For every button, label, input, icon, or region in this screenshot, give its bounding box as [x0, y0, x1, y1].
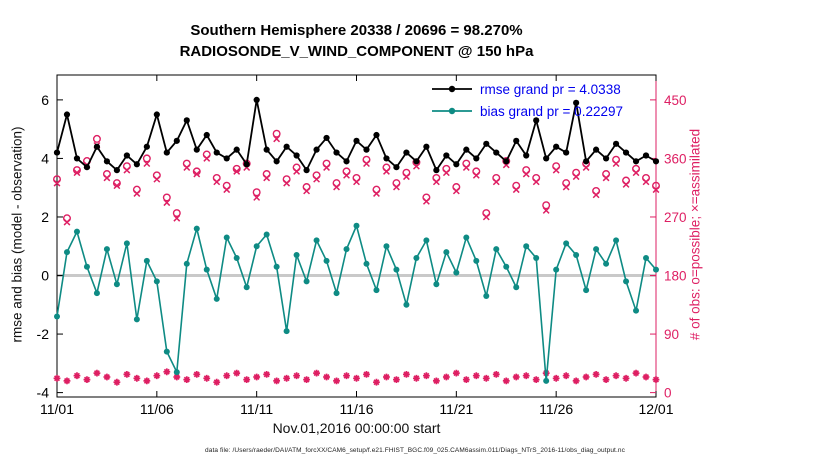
left-tick-labels: -4 -2 0 2 4 6 [37, 92, 63, 401]
chart-title-line1: Southern Hemisphere 20338 / 20696 = 98.2… [190, 22, 523, 39]
svg-text:11/21: 11/21 [439, 401, 473, 417]
bottom-count-markers [53, 368, 660, 386]
svg-text:360: 360 [664, 151, 687, 166]
svg-text:-2: -2 [37, 326, 50, 342]
data-file-path: data file: /Users/raeder/DAI/ATM_forcXX/… [205, 447, 625, 454]
svg-text:11/26: 11/26 [539, 401, 573, 417]
legend-label-bias: bias grand pr = 0.22297 [480, 103, 623, 119]
right-tick-labels: 0 90 180 270 360 450 [650, 93, 687, 401]
svg-text:-4: -4 [37, 385, 50, 401]
svg-text:2: 2 [41, 209, 49, 225]
svg-text:6: 6 [41, 92, 49, 108]
svg-text:90: 90 [664, 327, 679, 342]
chart-title-line2: RADIOSONDE_V_WIND_COMPONENT @ 150 hPa [179, 43, 534, 60]
x-tick-labels: 11/01 11/06 11/11 11/16 11/21 11/26 12/01 [40, 75, 674, 417]
svg-text:0: 0 [41, 268, 49, 284]
legend-item-bias: bias grand pr = 0.22297 [432, 100, 623, 122]
svg-text:11/11: 11/11 [240, 401, 273, 417]
x-axis-label: Nov.01,2016 00:00:00 start [272, 420, 441, 436]
rmse-series [53, 96, 660, 174]
legend-item-rmse: rmse grand pr = 4.0338 [432, 78, 623, 100]
svg-text:180: 180 [664, 269, 687, 284]
rmse-line-sample [432, 85, 472, 93]
axes-box [56, 74, 657, 398]
legend: rmse grand pr = 4.0338 bias grand pr = 0… [432, 78, 623, 122]
svg-text:11/06: 11/06 [140, 401, 174, 417]
svg-text:12/01: 12/01 [638, 401, 673, 417]
svg-text:270: 270 [664, 210, 687, 225]
svg-text:11/01: 11/01 [40, 401, 74, 417]
svg-text:11/16: 11/16 [340, 401, 374, 417]
left-axis-label: rmse and bias (model - observation) [9, 126, 25, 343]
svg-text:450: 450 [664, 93, 687, 108]
bias-series [54, 222, 659, 384]
svg-text:0: 0 [664, 386, 672, 401]
legend-label-rmse: rmse grand pr = 4.0338 [480, 81, 621, 97]
svg-text:4: 4 [41, 150, 49, 166]
bias-line-sample [432, 107, 472, 115]
right-axis-label: # of obs: o=possible; ×=assimilated [687, 128, 703, 341]
